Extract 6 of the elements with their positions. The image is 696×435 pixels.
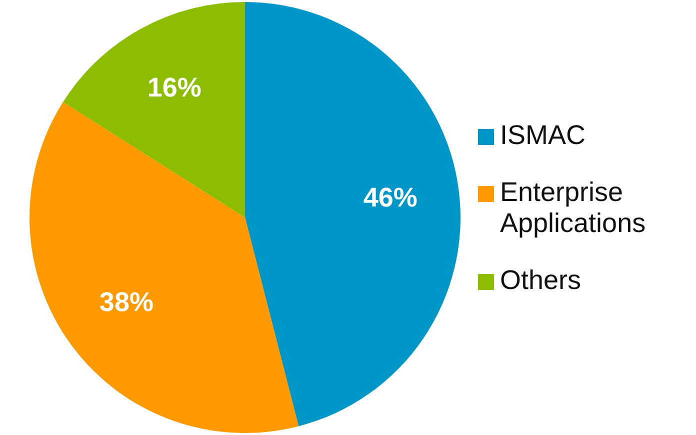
data-label: 38%	[99, 287, 154, 318]
data-label: 46%	[363, 182, 418, 213]
legend-label: ISMAC	[500, 120, 587, 151]
data-label: 16%	[147, 72, 202, 103]
legend-label: Enterprise Applications	[500, 177, 647, 239]
legend-label: Others	[500, 265, 582, 296]
